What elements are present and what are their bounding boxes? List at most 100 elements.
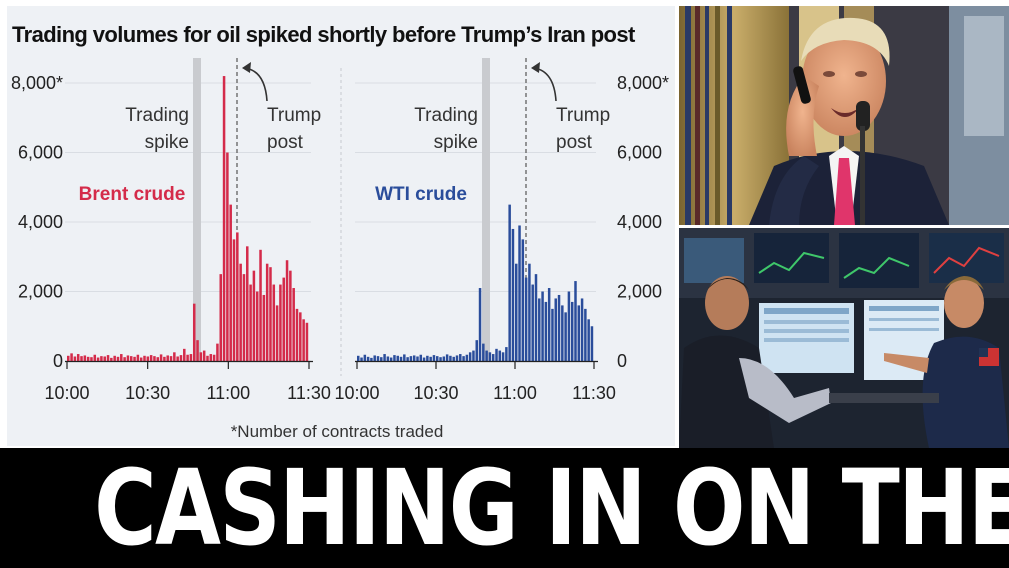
bar: [406, 357, 409, 361]
bar: [189, 354, 193, 361]
bar: [416, 356, 419, 361]
bar: [173, 352, 176, 361]
bar: [246, 246, 249, 361]
x-tick-label: 11:00: [206, 383, 250, 403]
x-tick-label: 11:00: [493, 383, 537, 403]
bar: [163, 356, 166, 361]
annotation-arrow: [244, 67, 268, 102]
x-tick-label: 10:00: [334, 383, 379, 403]
bar: [439, 357, 442, 361]
bar: [491, 354, 495, 361]
bar: [216, 343, 219, 361]
bar: [498, 350, 502, 361]
bar: [93, 354, 97, 361]
bar: [538, 298, 541, 361]
bar: [153, 356, 156, 361]
bar: [547, 288, 551, 361]
bar: [366, 356, 370, 361]
photo-trump-phone: [679, 6, 1009, 225]
headline: CASHING IN ON THE WAR?: [94, 448, 1009, 568]
annotation-spike: spike: [434, 132, 478, 153]
bar: [445, 354, 449, 361]
bar: [449, 355, 452, 361]
annotation-post: post: [556, 132, 593, 153]
bar: [485, 350, 488, 361]
bar: [186, 354, 189, 361]
bar: [192, 303, 196, 361]
bar: [302, 319, 305, 361]
trading-spike-band: [193, 58, 201, 361]
bar: [515, 263, 518, 361]
bar: [229, 204, 232, 361]
bar: [305, 322, 309, 361]
bar: [432, 355, 436, 361]
bar: [199, 352, 203, 361]
bar: [73, 356, 77, 361]
x-tick-label: 10:30: [413, 383, 458, 403]
bar: [265, 263, 269, 361]
bar: [259, 249, 262, 361]
annotation-post: post: [267, 132, 304, 153]
bar: [541, 291, 544, 361]
bar: [373, 355, 376, 361]
bar: [206, 355, 209, 361]
bar: [275, 305, 279, 361]
bar: [426, 355, 429, 361]
bar: [521, 239, 525, 361]
annotation-post: Trump: [267, 105, 321, 126]
bar: [455, 355, 459, 361]
bar: [590, 326, 594, 361]
annotation-post: Trump: [556, 105, 610, 126]
bar: [399, 356, 403, 361]
bar: [383, 354, 386, 361]
bar: [269, 267, 272, 361]
bar: [403, 354, 406, 361]
bar: [468, 352, 472, 361]
bar: [554, 298, 557, 361]
bar: [570, 301, 574, 361]
bar: [518, 225, 521, 361]
bar: [442, 356, 446, 361]
bar: [505, 347, 508, 361]
annotation-arrow: [533, 67, 557, 102]
bar: [136, 354, 140, 361]
bar: [370, 357, 373, 361]
bar: [156, 357, 160, 361]
bar: [577, 305, 581, 361]
bar: [389, 357, 393, 361]
bar: [255, 291, 259, 361]
bar: [495, 348, 498, 361]
bar: [113, 355, 116, 361]
bar: [524, 277, 528, 361]
y-tick-label: 2,000: [18, 282, 63, 302]
annotation-arrowhead: [242, 62, 251, 73]
bar: [409, 356, 413, 361]
bar: [528, 263, 531, 361]
y-tick-label: 8,000*: [11, 73, 63, 93]
bar: [429, 356, 432, 361]
bar: [462, 356, 465, 361]
bar: [531, 284, 534, 361]
y-tick-label: 8,000*: [617, 73, 669, 93]
bar: [90, 357, 93, 361]
bar: [86, 356, 90, 361]
bar: [169, 356, 173, 361]
bar: [120, 354, 123, 361]
bar: [226, 152, 229, 361]
annotation-spike: spike: [145, 132, 189, 153]
bar: [176, 356, 179, 361]
bar: [436, 356, 439, 361]
photo-traders: [679, 228, 1009, 448]
bar: [488, 352, 492, 361]
bar: [508, 204, 511, 361]
bar: [551, 308, 554, 361]
bar: [584, 308, 587, 361]
bar: [279, 284, 282, 361]
chart-title: Trading volumes for oil spiked shortly b…: [12, 22, 635, 47]
bar: [544, 301, 548, 361]
y-tick-label: 4,000: [617, 212, 662, 232]
bar: [202, 350, 206, 361]
y-tick-label: 0: [617, 351, 627, 371]
bar: [564, 312, 567, 361]
x-tick-label: 11:30: [572, 383, 616, 403]
